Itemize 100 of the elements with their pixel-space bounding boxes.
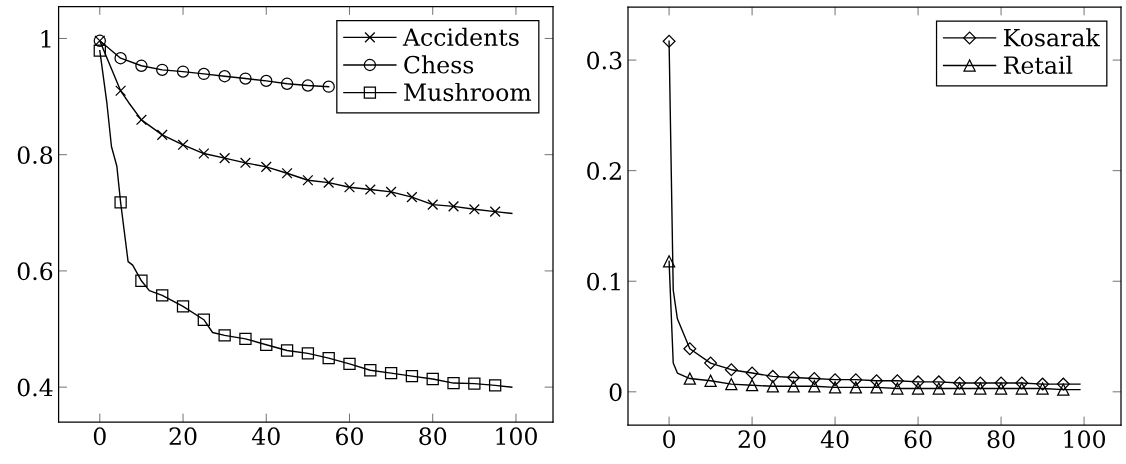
point xyxy=(704,374,717,387)
x-tick-label: 40 xyxy=(820,430,849,449)
point xyxy=(197,313,211,326)
point xyxy=(301,347,315,360)
point xyxy=(447,376,460,390)
point xyxy=(135,59,148,72)
point xyxy=(745,366,759,380)
x-tick-label: 20 xyxy=(738,430,766,449)
point xyxy=(156,289,169,302)
point xyxy=(260,338,273,351)
x-tick-label: 100 xyxy=(496,427,537,446)
point xyxy=(468,377,481,390)
point xyxy=(364,364,377,377)
point xyxy=(468,203,480,215)
point xyxy=(427,199,439,211)
point xyxy=(364,184,376,196)
y-tick-label: 0 xyxy=(609,383,622,402)
y-tick-label: 0.4 xyxy=(17,378,53,397)
point xyxy=(911,382,925,395)
legend-label: Accidents xyxy=(402,27,519,47)
x-tick-label: 80 xyxy=(987,430,1015,449)
point xyxy=(953,376,967,390)
point xyxy=(745,379,759,392)
y-tick-label: 0.8 xyxy=(17,146,53,164)
point xyxy=(807,372,821,386)
point xyxy=(953,382,966,395)
point xyxy=(724,363,738,377)
point xyxy=(1015,376,1029,390)
point xyxy=(662,255,676,268)
x-tick-label: 40 xyxy=(251,427,280,446)
point xyxy=(870,374,884,388)
point xyxy=(489,206,501,218)
point xyxy=(239,72,252,85)
point xyxy=(932,375,946,389)
point xyxy=(448,200,460,212)
point xyxy=(135,114,147,126)
point xyxy=(849,373,863,387)
point xyxy=(135,274,148,287)
point xyxy=(1036,382,1049,395)
point xyxy=(994,382,1008,395)
legend-label: Chess xyxy=(404,55,474,74)
x-tick-label: 60 xyxy=(904,430,932,449)
point xyxy=(301,79,315,92)
point xyxy=(766,369,780,383)
point xyxy=(176,65,190,78)
point xyxy=(280,344,294,357)
point xyxy=(198,148,210,160)
point xyxy=(662,34,676,48)
x-tick-label: 100 xyxy=(1064,430,1106,449)
y-tick-label: 0.3 xyxy=(587,51,622,70)
point xyxy=(93,44,106,57)
point xyxy=(385,186,397,198)
point xyxy=(302,174,314,186)
point xyxy=(177,139,189,151)
point xyxy=(683,372,697,385)
point xyxy=(870,381,883,394)
y-tick-label: 0.6 xyxy=(17,262,53,281)
point xyxy=(322,80,335,93)
point xyxy=(932,382,946,395)
point xyxy=(281,167,293,179)
point xyxy=(1057,383,1070,396)
point xyxy=(683,342,697,356)
point xyxy=(156,129,168,141)
point xyxy=(808,380,821,393)
point xyxy=(406,191,418,203)
point xyxy=(239,157,251,169)
legend-label: Mushroom xyxy=(404,82,532,102)
point xyxy=(426,372,439,386)
point xyxy=(1036,377,1050,391)
point xyxy=(1015,382,1029,395)
point xyxy=(911,375,925,389)
point xyxy=(787,370,801,384)
x-tick-label: 0 xyxy=(93,427,106,446)
point xyxy=(488,379,502,392)
x-tick-label: 20 xyxy=(169,427,197,446)
point xyxy=(323,177,335,189)
point xyxy=(405,369,419,383)
legend-label: Kosarak xyxy=(1003,28,1100,47)
point xyxy=(725,377,738,391)
point xyxy=(891,382,904,395)
point xyxy=(239,332,252,346)
y-tick-label: 0.2 xyxy=(587,162,621,180)
point xyxy=(114,196,127,209)
point xyxy=(322,351,335,365)
point xyxy=(994,376,1008,390)
x-tick-label: 0 xyxy=(663,430,676,449)
point xyxy=(766,380,780,393)
point xyxy=(828,373,842,387)
point xyxy=(1056,377,1070,391)
point xyxy=(218,70,231,83)
point xyxy=(344,181,355,193)
x-tick-label: 80 xyxy=(419,427,447,446)
point xyxy=(704,356,718,370)
point xyxy=(890,374,904,388)
point xyxy=(115,85,127,97)
point xyxy=(219,152,231,164)
point xyxy=(973,376,987,390)
point xyxy=(218,329,231,342)
y-tick-label: 1 xyxy=(41,29,51,48)
point xyxy=(280,77,294,90)
